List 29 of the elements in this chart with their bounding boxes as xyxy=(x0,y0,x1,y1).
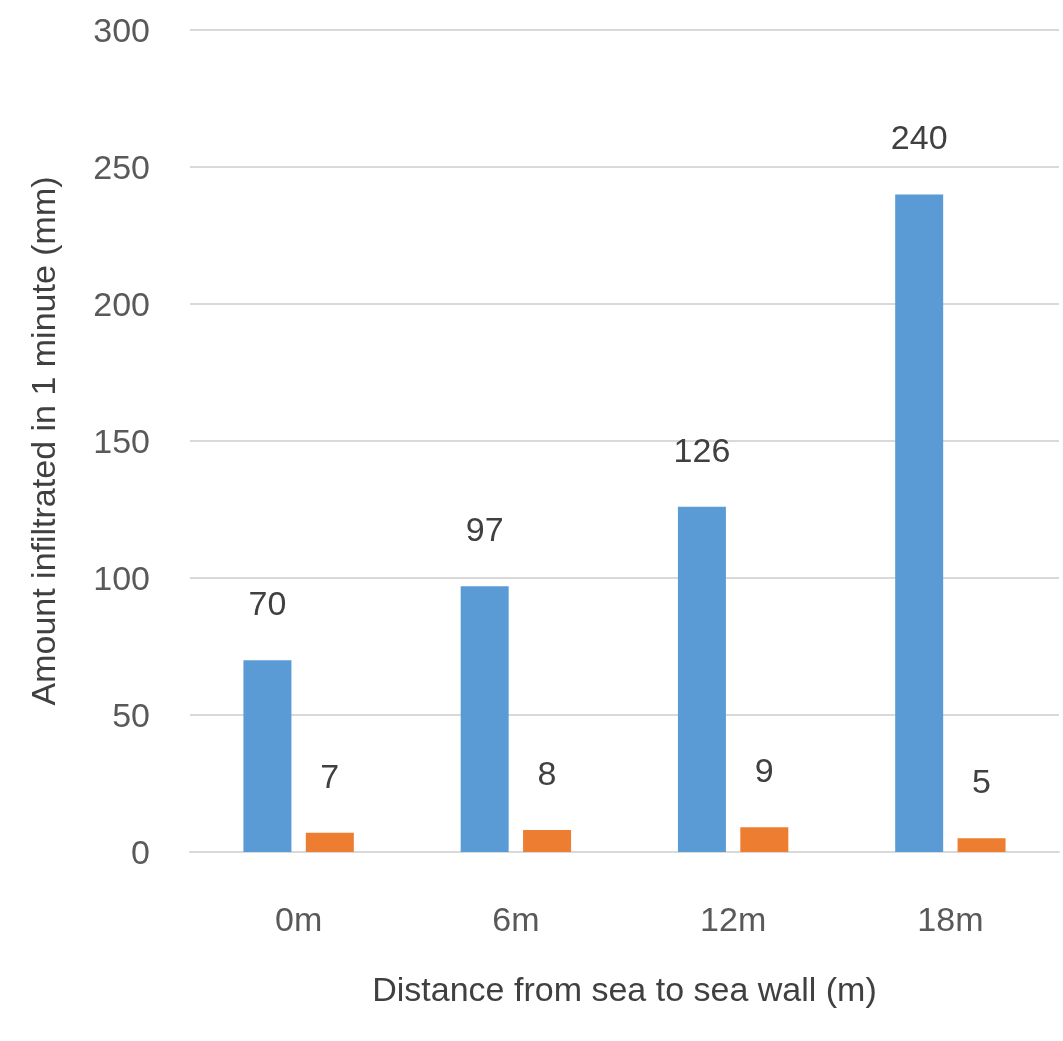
data-label: 126 xyxy=(673,430,731,469)
x-tick-label: 12m xyxy=(700,900,767,938)
data-label: 70 xyxy=(248,584,287,623)
y-tick-label: 0 xyxy=(131,833,150,871)
x-tick-label: 6m xyxy=(492,900,540,938)
bar xyxy=(523,830,572,852)
data-label: 9 xyxy=(754,751,774,790)
data-label: 8 xyxy=(537,754,557,793)
y-tick-label: 150 xyxy=(93,422,150,460)
bar xyxy=(460,586,509,852)
y-tick-label: 300 xyxy=(93,11,150,49)
bar xyxy=(243,660,292,852)
bar xyxy=(740,827,789,852)
y-tick-label: 50 xyxy=(112,696,150,734)
y-tick-label: 100 xyxy=(93,559,150,597)
data-label: 240 xyxy=(890,118,948,157)
data-label: 7 xyxy=(320,756,340,795)
y-axis-title: Amount infiltrated in 1 minute (mm) xyxy=(24,176,62,706)
y-tick-label: 250 xyxy=(93,148,150,186)
bar xyxy=(305,832,354,852)
bar xyxy=(957,838,1006,852)
x-axis-title: Distance from sea to sea wall (m) xyxy=(372,970,877,1008)
data-label: 97 xyxy=(465,510,504,549)
x-tick-label: 18m xyxy=(917,900,984,938)
y-tick-label: 200 xyxy=(93,285,150,323)
bar xyxy=(677,506,726,852)
bar xyxy=(895,194,944,852)
x-tick-label: 0m xyxy=(275,900,323,938)
data-label: 5 xyxy=(972,762,992,801)
